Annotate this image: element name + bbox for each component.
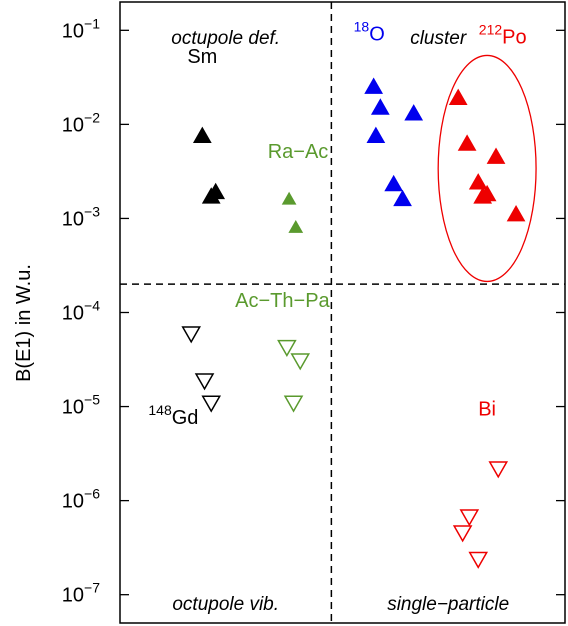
marks-layer xyxy=(181,77,526,569)
group-label: Ra−Ac xyxy=(268,141,329,163)
open-triangle-down-point xyxy=(452,525,473,543)
filled-triangle-up-point xyxy=(281,191,297,205)
filled-triangle-up-point xyxy=(393,189,412,207)
y-tick-label: 10−1 xyxy=(62,15,100,42)
filled-triangle-up-point xyxy=(404,104,424,121)
filled-triangle-up-point xyxy=(468,173,488,190)
group-label: Bi xyxy=(478,399,496,421)
y-tick-label: 10−7 xyxy=(62,580,100,607)
quadrant-label-bottom-right: single−particle xyxy=(387,594,509,615)
open-triangle-down-point xyxy=(488,461,509,479)
filled-triangle-up-point xyxy=(366,126,386,144)
open-triangle-down-point xyxy=(194,373,215,391)
highlight-ellipse xyxy=(437,54,537,283)
quadrant-label-top-left: octupole def. xyxy=(171,28,280,49)
filled-triangle-up-point xyxy=(288,220,304,233)
open-triangle-down-point xyxy=(277,339,297,357)
filled-triangle-up-point xyxy=(477,184,497,202)
filled-triangle-up-point xyxy=(206,182,226,200)
y-axis-label: B(E1) in W.u. xyxy=(13,264,35,382)
filled-triangle-up-point xyxy=(364,77,384,94)
y-tick-label: 10−3 xyxy=(62,203,100,230)
open-triangle-down-point xyxy=(459,509,480,527)
y-tick-label: 10−5 xyxy=(62,392,100,419)
tick-layer: 10−7 10−6 10−5 10−4 10−3 10−2 10−1 xyxy=(62,15,565,607)
group-label: Ac−Th−Pa xyxy=(235,290,330,312)
y-tick-label: 10−6 xyxy=(62,486,100,513)
filled-triangle-up-point xyxy=(486,147,506,164)
quadrant-label-top-right: cluster xyxy=(410,28,467,49)
group-label: Sm xyxy=(187,46,217,68)
plot-frame xyxy=(119,1,566,624)
y-tick-label: 10−2 xyxy=(62,109,100,136)
open-triangle-down-point xyxy=(181,326,201,344)
filled-triangle-up-point xyxy=(448,88,468,106)
open-triangle-down-point xyxy=(468,551,489,569)
filled-triangle-up-point xyxy=(506,205,526,222)
y-tick-label: 10−4 xyxy=(62,298,100,325)
filled-triangle-up-point xyxy=(370,98,390,115)
open-triangle-down-point xyxy=(290,353,311,371)
filled-triangle-up-point xyxy=(457,134,477,151)
frame-layer xyxy=(119,1,566,624)
open-triangle-down-point xyxy=(283,395,304,413)
group-label: 148Gd xyxy=(148,402,198,429)
group-label: 18O xyxy=(354,18,385,45)
annotation-layer: octupole def. cluster octupole vib. single−… xyxy=(148,18,537,615)
open-triangle-down-point xyxy=(201,395,222,413)
filled-triangle-up-point xyxy=(192,126,212,144)
filled-triangle-up-point xyxy=(384,174,404,192)
group-label: 212Po xyxy=(479,22,527,49)
quadrant-label-bottom-left: octupole vib. xyxy=(172,594,279,615)
